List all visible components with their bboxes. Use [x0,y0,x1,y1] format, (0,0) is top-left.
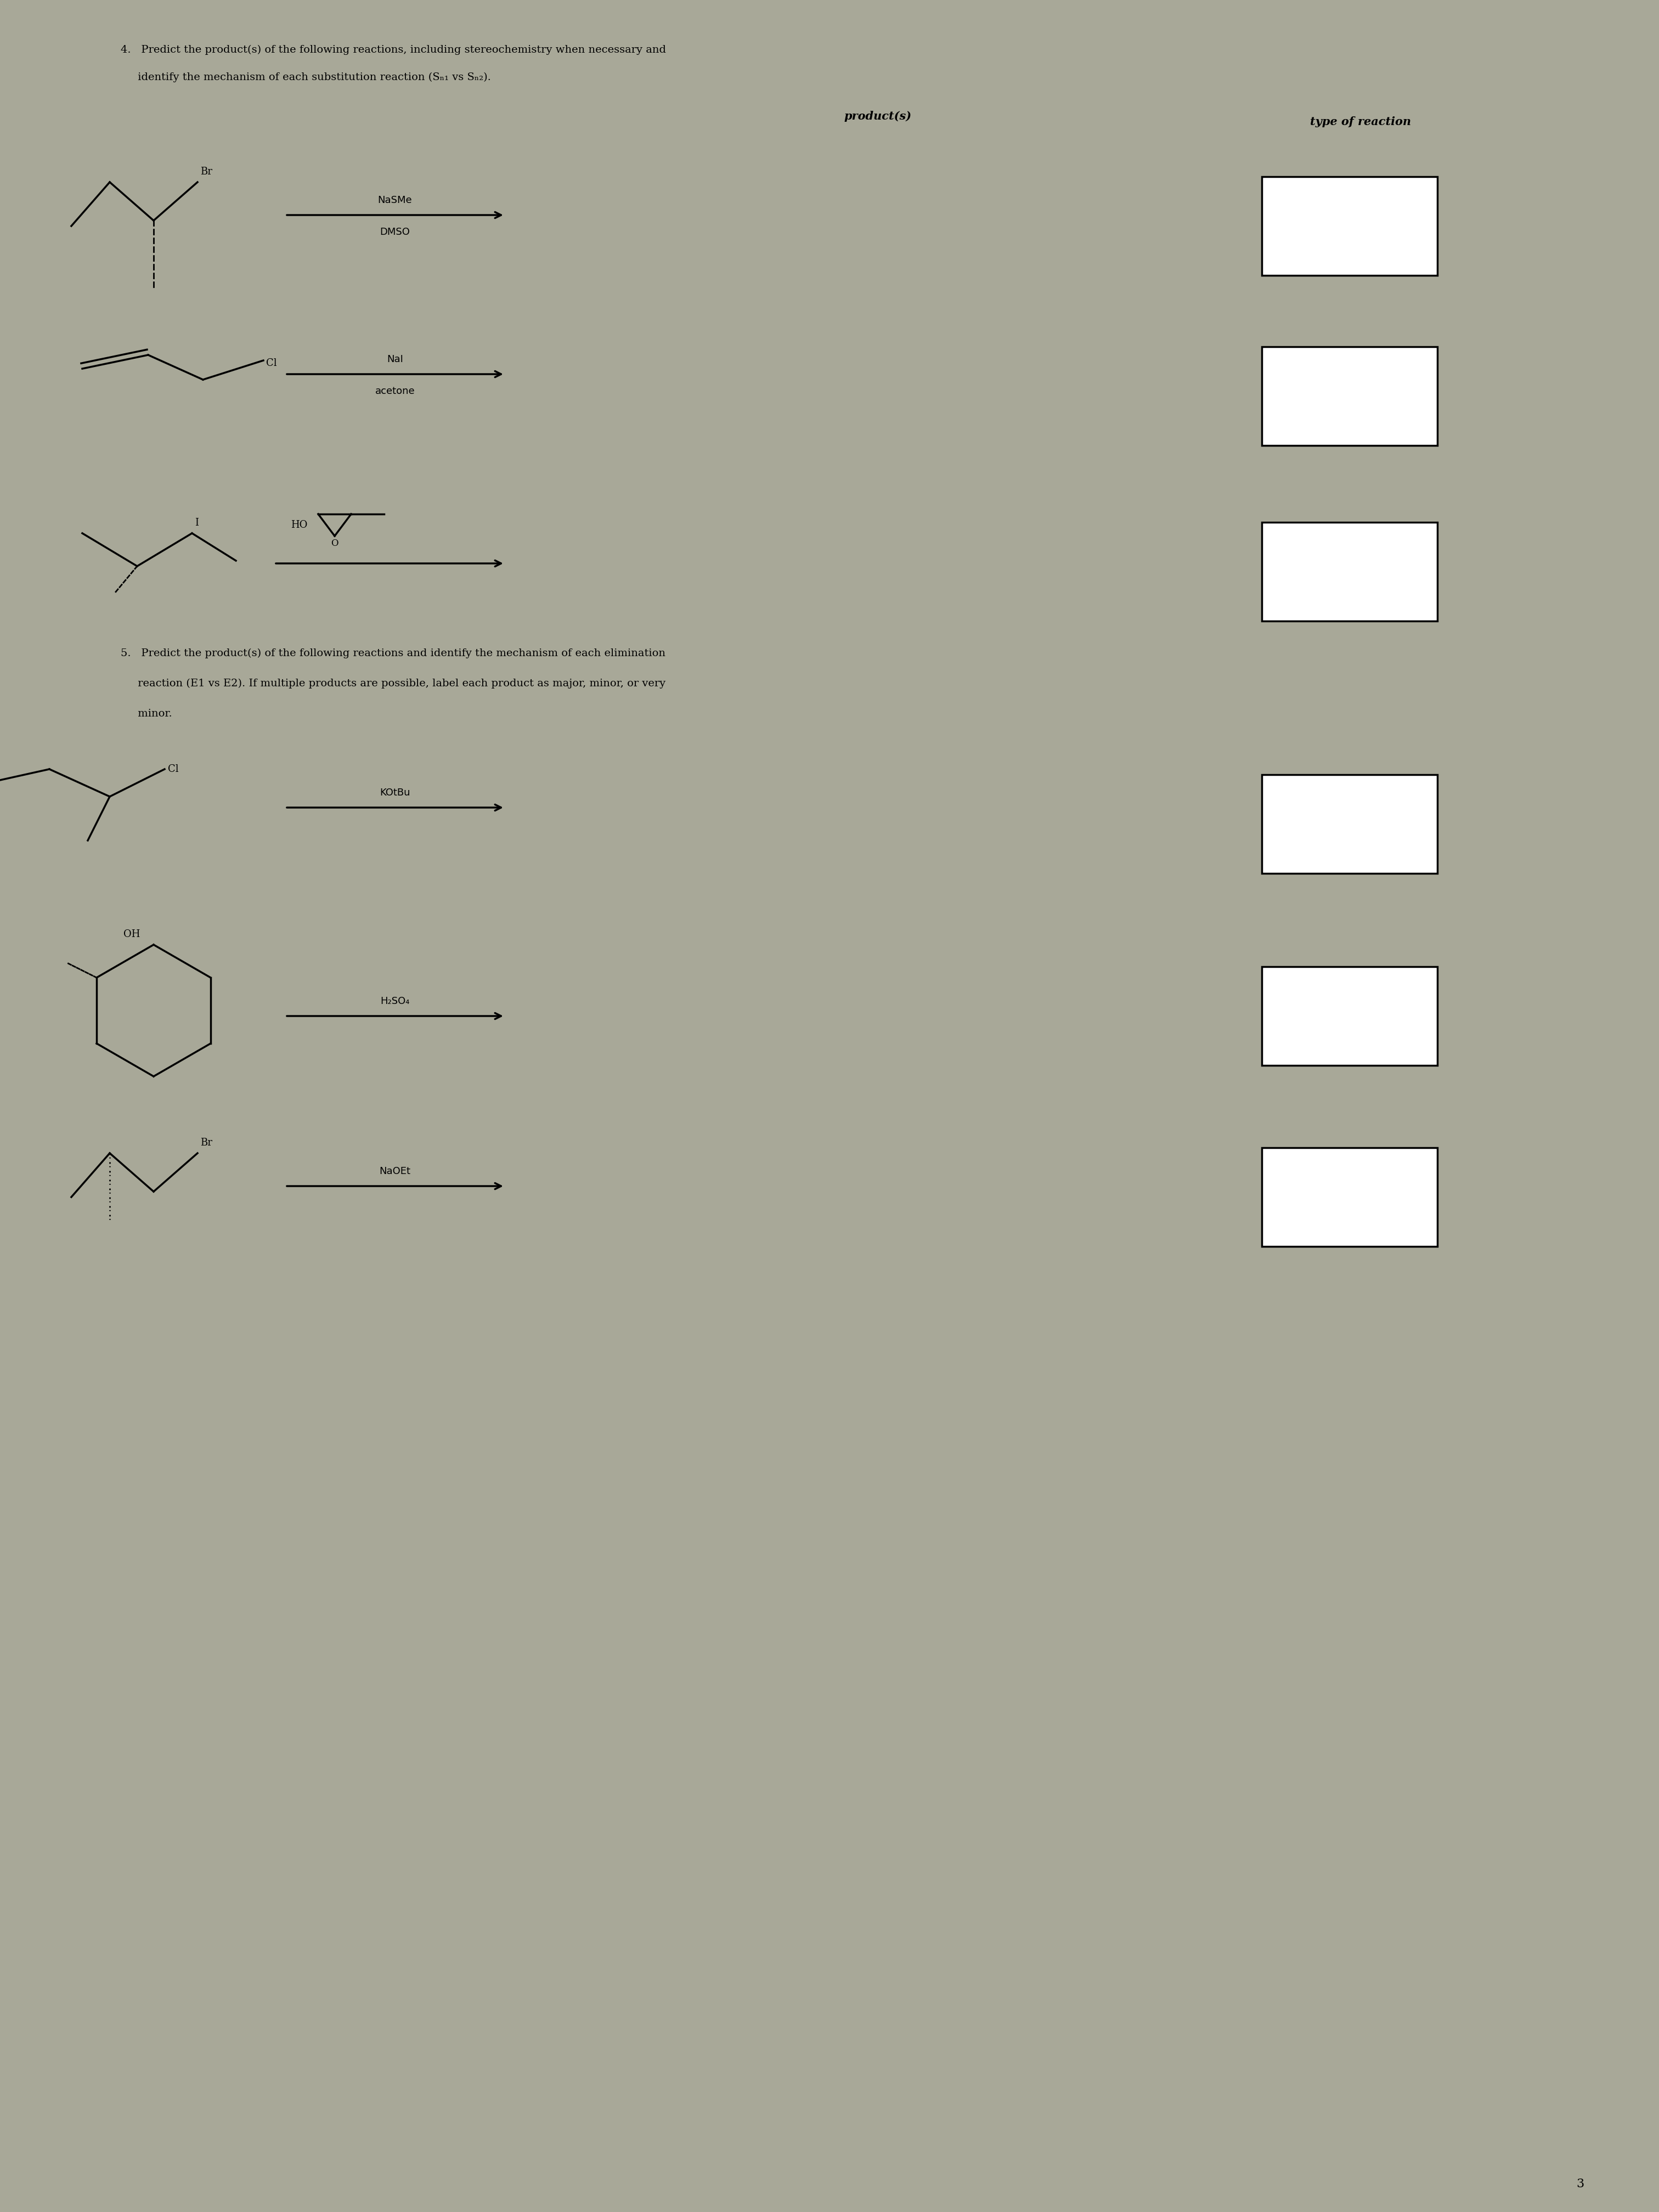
Text: reaction (E1 vs E2). If multiple products are possible, label each product as ma: reaction (E1 vs E2). If multiple product… [121,679,665,688]
Bar [1262,347,1437,445]
Bar [1262,774,1437,874]
Text: 5.   Predict the product(s) of the following reactions and identify the mechanis: 5. Predict the product(s) of the followi… [121,648,665,659]
Text: product(s): product(s) [844,111,911,122]
Text: I: I [194,518,199,529]
Text: 3: 3 [1576,2179,1584,2190]
Text: HO: HO [290,520,307,531]
Bar [1262,522,1437,622]
Text: DMSO: DMSO [380,228,410,237]
Bar [1262,177,1437,276]
Text: acetone: acetone [375,387,415,396]
Text: 4.   Predict the product(s) of the following reactions, including stereochemistr: 4. Predict the product(s) of the followi… [121,44,665,55]
Bar [1262,967,1437,1066]
Text: KOtBu: KOtBu [380,787,410,799]
Text: identify the mechanism of each substitution reaction (Sₙ₁ vs Sₙ₂).: identify the mechanism of each substitut… [121,73,491,82]
Text: NaSMe: NaSMe [378,195,411,206]
Text: NaOEt: NaOEt [380,1166,411,1177]
Text: minor.: minor. [121,708,173,719]
Text: NaI: NaI [387,354,403,365]
Text: Cl: Cl [265,358,277,367]
Text: type of reaction: type of reaction [1311,117,1412,128]
Text: OH: OH [123,929,139,940]
Text: Br: Br [201,166,212,177]
Bar [1262,1148,1437,1245]
Text: Br: Br [201,1137,212,1148]
Text: H₂SO₄: H₂SO₄ [380,995,410,1006]
Text: Cl: Cl [168,763,179,774]
Text: O: O [330,540,338,549]
